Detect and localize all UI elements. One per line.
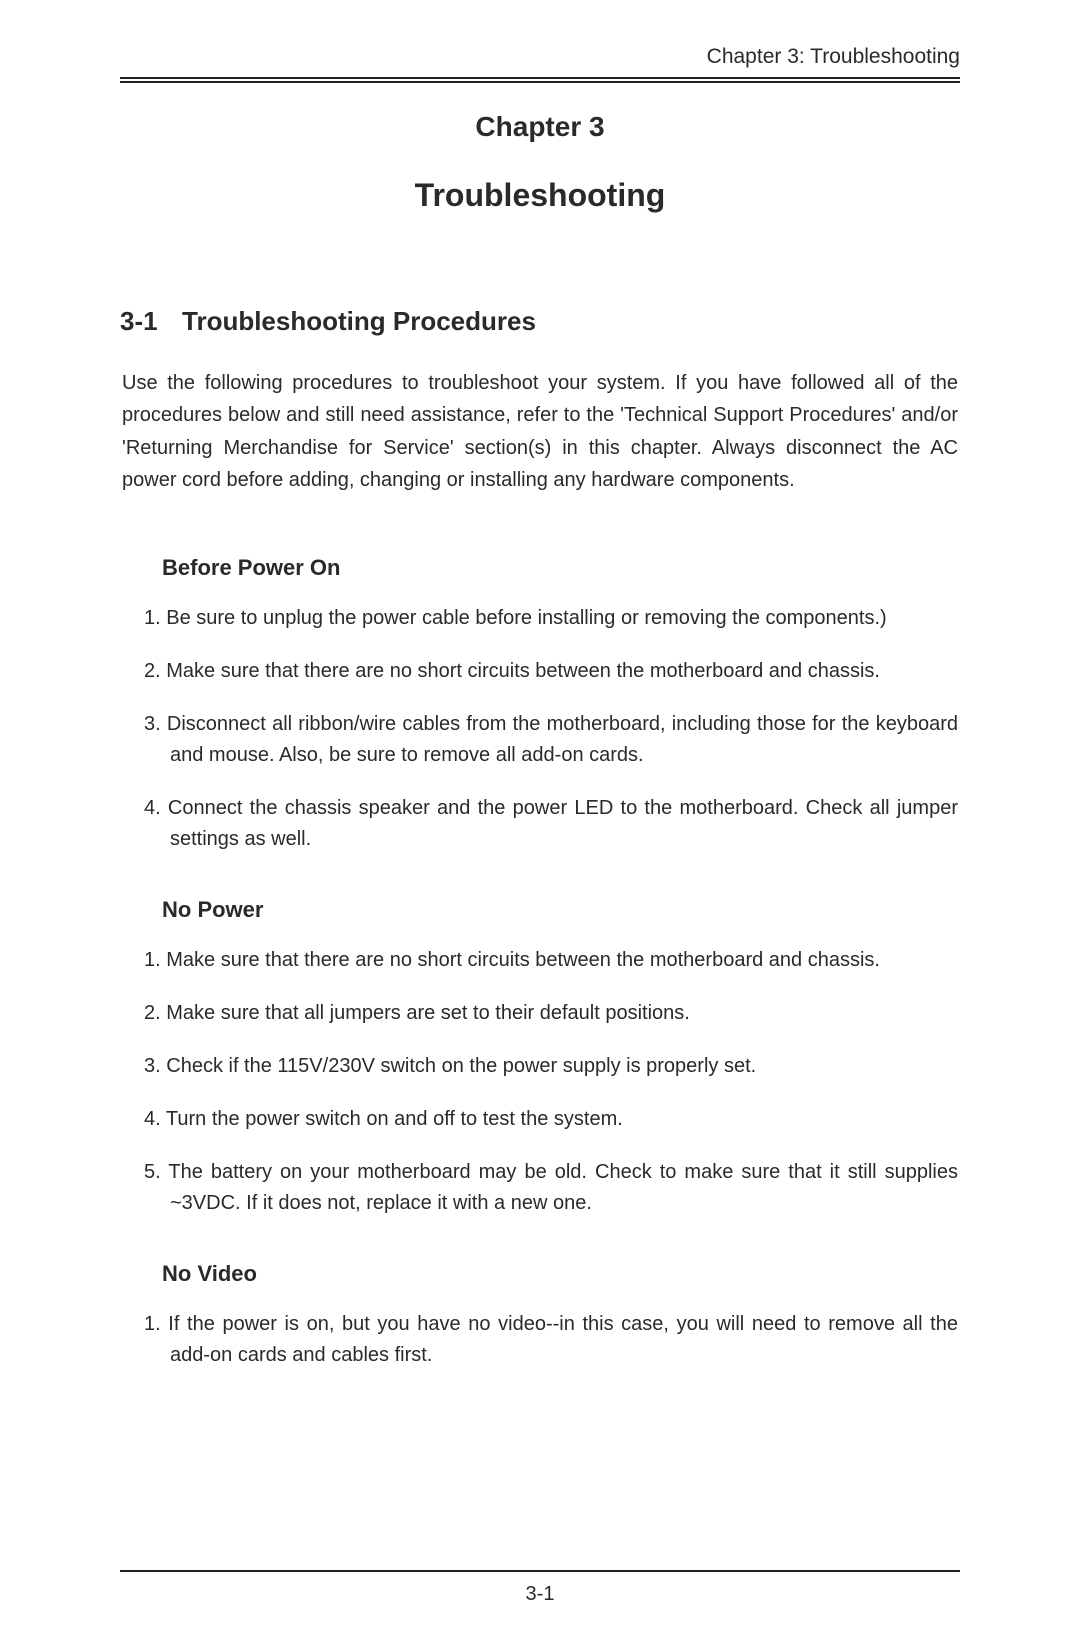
list-item: Connect the chassis speaker and the powe… xyxy=(122,793,958,855)
chapter-number: Chapter 3 xyxy=(120,111,960,143)
list-item: Check if the 115V/230V switch on the pow… xyxy=(122,1051,958,1082)
list-before-power-on: Be sure to unplug the power cable before… xyxy=(120,603,960,855)
list-item: Make sure that there are no short circui… xyxy=(122,945,958,976)
section-number: 3-1 xyxy=(120,306,182,337)
list-no-power: Make sure that there are no short circui… xyxy=(120,945,960,1219)
section-intro: Use the following procedures to troubles… xyxy=(122,367,958,497)
document-page: Chapter 3: Troubleshooting Chapter 3 Tro… xyxy=(0,0,1080,1453)
list-no-video: If the power is on, but you have no vide… xyxy=(120,1309,960,1371)
header-rule xyxy=(120,77,960,83)
chapter-title: Troubleshooting xyxy=(120,177,960,214)
running-header: Chapter 3: Troubleshooting xyxy=(120,45,960,69)
footer-rule xyxy=(120,1570,960,1572)
subhead-before-power-on: Before Power On xyxy=(162,555,960,581)
section-title: Troubleshooting Procedures xyxy=(182,306,536,337)
section-heading: 3-1 Troubleshooting Procedures xyxy=(120,306,960,337)
subhead-no-power: No Power xyxy=(162,897,960,923)
subhead-no-video: No Video xyxy=(162,1261,960,1287)
page-number: 3-1 xyxy=(0,1583,1080,1606)
list-item: Make sure that all jumpers are set to th… xyxy=(122,998,958,1029)
list-item: Turn the power switch on and off to test… xyxy=(122,1104,958,1135)
list-item: Disconnect all ribbon/wire cables from t… xyxy=(122,709,958,771)
list-item: If the power is on, but you have no vide… xyxy=(122,1309,958,1371)
list-item: The battery on your motherboard may be o… xyxy=(122,1157,958,1219)
list-item: Be sure to unplug the power cable before… xyxy=(122,603,958,634)
list-item: Make sure that there are no short circui… xyxy=(122,656,958,687)
